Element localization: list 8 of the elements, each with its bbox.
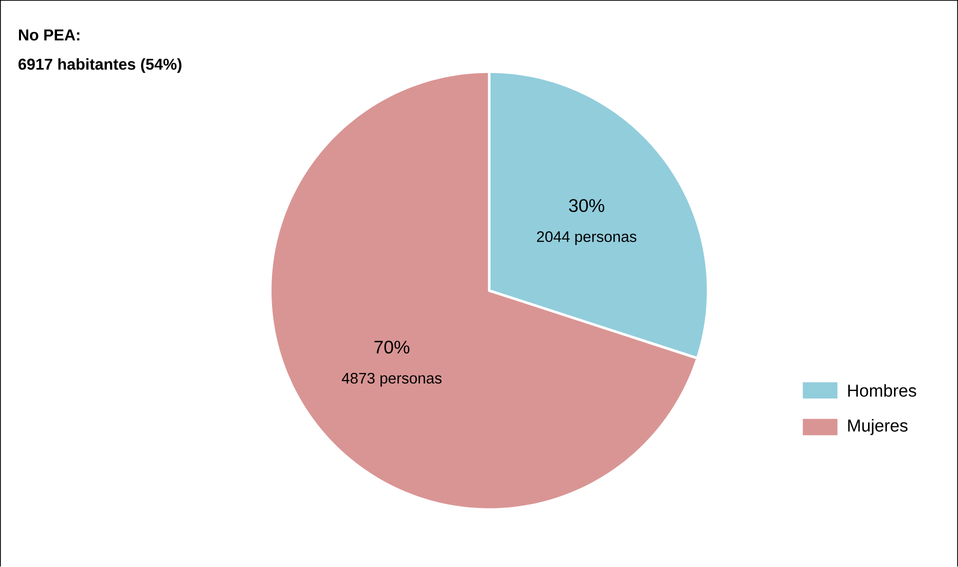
- text: No PEA:: [18, 30, 80, 41]
- text: 6917 habitantes (54%): [18, 58, 182, 73]
- data-label: 70%: [374, 340, 410, 354]
- legend-label: Hombres: [848, 384, 916, 397]
- legend-label: Mujeres: [848, 419, 908, 436]
- data-label: 30%: [569, 199, 604, 212]
- text: 4873 personas: [342, 372, 442, 387]
- text: 2044 personas: [537, 231, 636, 246]
